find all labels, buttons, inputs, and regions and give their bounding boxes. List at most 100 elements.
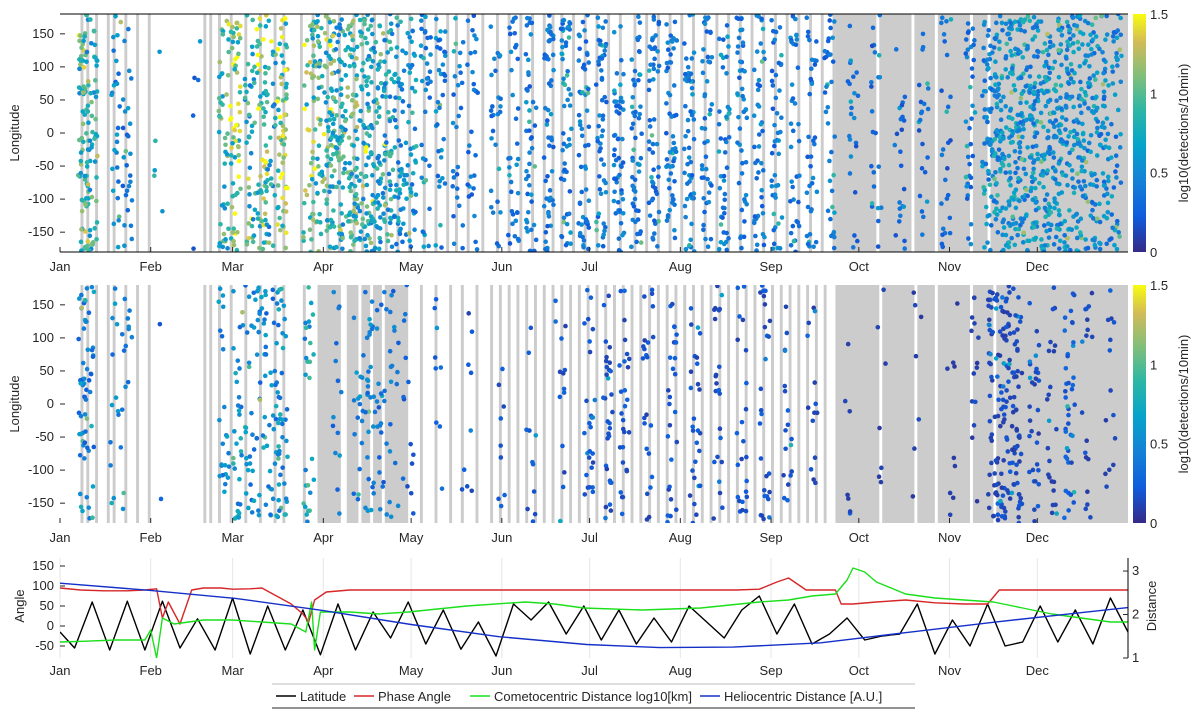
top-detection-point: [599, 56, 605, 61]
top-detection-point: [338, 124, 344, 130]
top-detection-point: [195, 77, 201, 83]
mid-detection-point: [1000, 397, 1006, 403]
top-detection-point: [814, 189, 820, 195]
top-detection-point: [362, 21, 367, 27]
mid-detection-point: [783, 428, 788, 433]
top-detection-point: [1044, 192, 1050, 197]
top-xtick-label: Apr: [313, 259, 334, 274]
mid-detection-point: [273, 403, 279, 409]
mid-detection-point: [719, 292, 725, 298]
top-xtick-label: Mar: [221, 259, 244, 274]
top-detection-point: [546, 214, 552, 219]
top-detection-point: [596, 24, 601, 29]
top-detection-point: [1105, 131, 1111, 137]
top-detection-point: [602, 94, 608, 100]
top-detection-point: [620, 160, 626, 165]
top-detection-point: [529, 135, 534, 140]
top-detection-point: [372, 200, 378, 205]
mid-detection-point: [86, 378, 92, 383]
mid-detection-point: [607, 502, 613, 507]
mid-gap-span: [937, 285, 970, 523]
top-gap-span: [147, 14, 151, 252]
top-detection-point: [389, 76, 394, 82]
mid-detection-point: [109, 402, 115, 408]
top-detection-point: [744, 201, 750, 207]
top-detection-point: [646, 68, 652, 73]
top-detection-point: [454, 124, 459, 130]
top-detection-point: [1094, 94, 1099, 100]
mid-detection-point: [1085, 502, 1090, 507]
top-detection-point: [80, 109, 86, 114]
mid-detection-point: [1014, 374, 1019, 379]
top-detection-point: [1101, 183, 1107, 188]
top-detection-point: [616, 236, 622, 241]
top-gap-span: [668, 14, 672, 252]
top-detection-point: [358, 229, 364, 234]
top-detection-point: [1023, 171, 1029, 177]
top-detection-point: [735, 91, 740, 96]
mid-detection-point: [969, 328, 974, 334]
top-detection-point: [601, 232, 607, 237]
mid-detection-point: [1033, 353, 1039, 359]
top-detection-point: [1067, 162, 1072, 168]
top-detection-point: [408, 244, 414, 249]
mid-detection-point: [1085, 327, 1090, 333]
top-detection-point: [970, 74, 975, 79]
top-detection-point: [647, 147, 652, 152]
top-detection-point: [86, 82, 91, 88]
mid-detection-point: [608, 480, 613, 485]
top-detection-point: [1030, 170, 1036, 176]
top-detection-point: [370, 173, 375, 178]
top-detection-point: [708, 30, 713, 36]
top-detection-point: [702, 209, 707, 215]
top-detection-point: [831, 172, 836, 178]
top-detection-point: [772, 143, 777, 149]
mid-detection-point: [644, 354, 650, 360]
mid-detection-point: [782, 388, 788, 394]
top-detection-point: [282, 112, 288, 118]
top-detection-point: [363, 243, 369, 249]
top-detection-point: [157, 49, 162, 55]
top-detection-point: [869, 109, 875, 114]
top-detection-point: [1115, 107, 1121, 113]
mid-detection-point: [469, 488, 475, 494]
top-detection-point: [751, 220, 757, 226]
top-detection-point: [129, 236, 135, 242]
mid-detection-point: [625, 364, 631, 370]
top-detection-point: [257, 23, 263, 28]
mid-detection-point: [1027, 359, 1033, 365]
mid-gap-span: [630, 285, 634, 523]
top-detection-point: [301, 238, 306, 243]
top-detection-point: [127, 173, 133, 178]
top-detection-point: [236, 152, 241, 158]
top-detection-point: [618, 220, 624, 226]
top-detection-point: [1063, 173, 1069, 178]
mid-detection-point: [79, 305, 85, 311]
mid-detection-point: [88, 371, 94, 377]
mid-detection-point: [622, 388, 628, 393]
top-detection-point: [756, 77, 762, 83]
top-detection-point: [578, 164, 584, 170]
top-detection-point: [264, 184, 269, 190]
top-detection-point: [278, 75, 284, 80]
top-detection-point: [925, 81, 930, 86]
top-detection-point: [1044, 47, 1050, 53]
mid-detection-point: [222, 481, 228, 487]
mid-detection-point: [648, 485, 653, 490]
bottom-xtick-label: Feb: [140, 663, 162, 678]
mid-detection-point: [735, 285, 741, 291]
bottom-xtick-label: Apr: [313, 663, 334, 678]
top-detection-point: [257, 16, 263, 21]
top-detection-point: [248, 150, 254, 156]
top-detection-point: [614, 109, 619, 114]
middle-colorbar: [1133, 285, 1146, 523]
top-detection-point: [86, 248, 91, 252]
top-detection-point: [1008, 108, 1013, 113]
mid-detection-point: [498, 455, 504, 460]
top-detection-point: [665, 65, 671, 71]
top-detection-point: [382, 37, 387, 43]
mid-detection-point: [592, 397, 598, 403]
top-detection-point: [85, 78, 91, 84]
top-gap-span: [80, 14, 84, 252]
